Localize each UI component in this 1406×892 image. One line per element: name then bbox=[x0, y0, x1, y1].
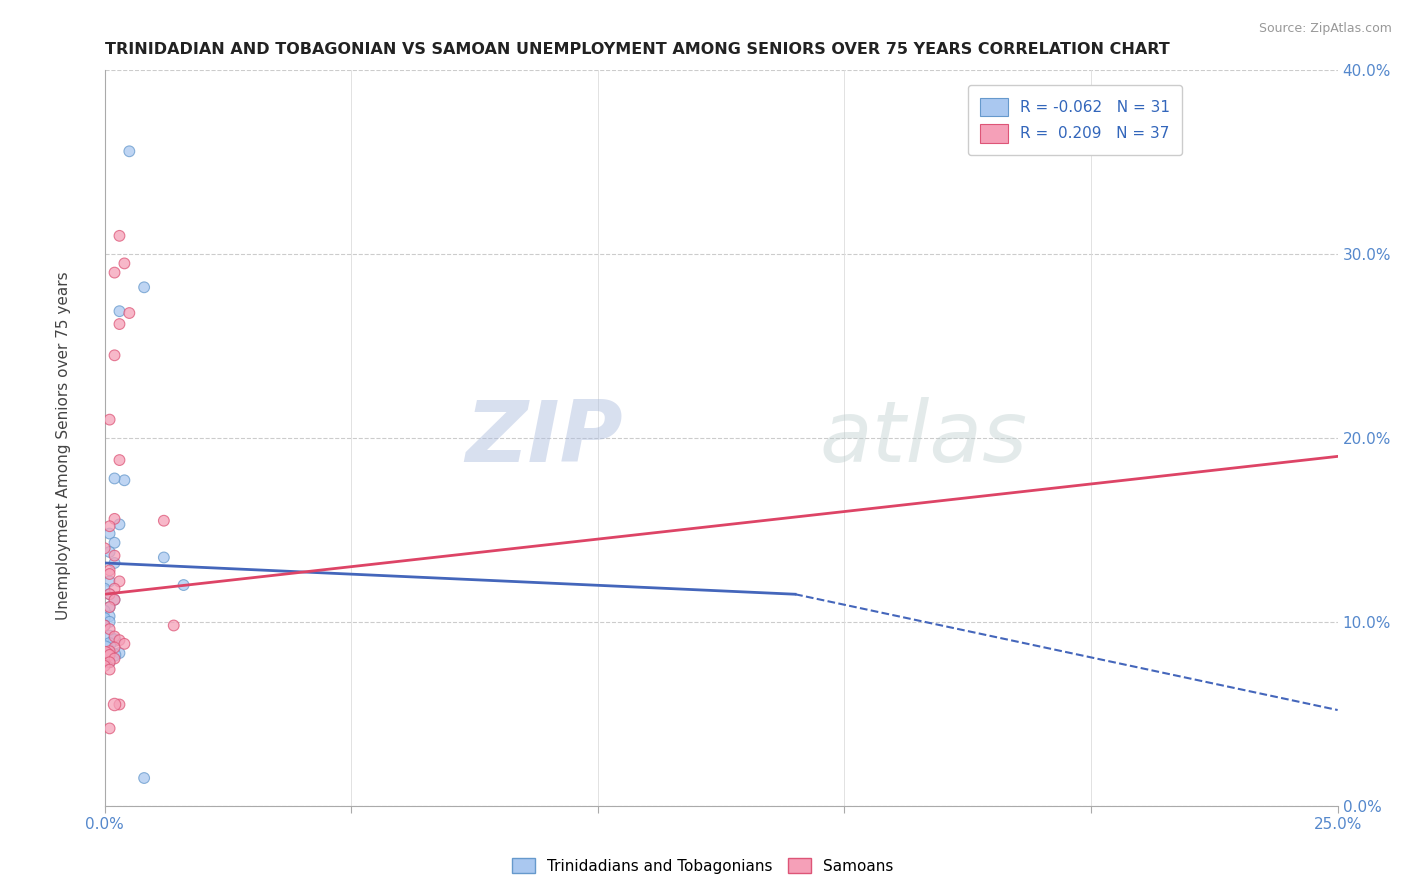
Point bbox=[93, 541, 115, 556]
Text: Source: ZipAtlas.com: Source: ZipAtlas.com bbox=[1258, 22, 1392, 36]
Point bbox=[98, 630, 121, 644]
Point bbox=[93, 618, 115, 632]
Point bbox=[98, 567, 121, 582]
Point bbox=[98, 545, 121, 559]
Point bbox=[173, 578, 195, 592]
Point bbox=[103, 535, 125, 549]
Point bbox=[103, 651, 125, 665]
Point bbox=[98, 574, 121, 589]
Point bbox=[98, 412, 121, 426]
Point bbox=[98, 587, 121, 601]
Text: TRINIDADIAN AND TOBAGONIAN VS SAMOAN UNEMPLOYMENT AMONG SENIORS OVER 75 YEARS CO: TRINIDADIAN AND TOBAGONIAN VS SAMOAN UNE… bbox=[104, 42, 1170, 57]
Point bbox=[112, 637, 135, 651]
Text: atlas: atlas bbox=[820, 397, 1028, 480]
Point bbox=[112, 256, 135, 270]
Point bbox=[98, 600, 121, 615]
Point bbox=[108, 646, 131, 660]
Point bbox=[98, 648, 121, 662]
Point bbox=[93, 659, 115, 673]
Point bbox=[98, 637, 121, 651]
Point bbox=[98, 615, 121, 629]
Point bbox=[118, 306, 141, 320]
Point bbox=[98, 622, 121, 636]
Point bbox=[93, 642, 115, 657]
Point bbox=[98, 563, 121, 577]
Point bbox=[93, 611, 115, 625]
Point bbox=[153, 514, 176, 528]
Point bbox=[98, 722, 121, 736]
Point bbox=[103, 592, 125, 607]
Text: Unemployment Among Seniors over 75 years: Unemployment Among Seniors over 75 years bbox=[56, 272, 70, 620]
Point bbox=[103, 549, 125, 563]
Point bbox=[103, 348, 125, 362]
Point bbox=[108, 517, 131, 532]
Point bbox=[93, 604, 115, 618]
Point bbox=[98, 663, 121, 677]
Point bbox=[103, 640, 125, 655]
Point bbox=[98, 655, 121, 669]
Point bbox=[108, 574, 131, 589]
Point bbox=[103, 698, 125, 712]
Point bbox=[103, 592, 125, 607]
Point bbox=[108, 453, 131, 467]
Point bbox=[98, 644, 121, 658]
Point bbox=[103, 630, 125, 644]
Text: ZIP: ZIP bbox=[465, 397, 623, 480]
Point bbox=[98, 587, 121, 601]
Point bbox=[103, 512, 125, 526]
Point bbox=[98, 655, 121, 669]
Point bbox=[118, 145, 141, 159]
Point bbox=[134, 771, 156, 785]
Point bbox=[98, 526, 121, 541]
Point bbox=[103, 266, 125, 280]
Point bbox=[103, 556, 125, 570]
Point bbox=[103, 633, 125, 648]
Point bbox=[108, 317, 131, 331]
Point bbox=[93, 648, 115, 662]
Point bbox=[108, 698, 131, 712]
Point bbox=[103, 582, 125, 596]
Point bbox=[108, 633, 131, 648]
Point bbox=[103, 648, 125, 662]
Point bbox=[93, 618, 115, 632]
Point bbox=[98, 600, 121, 615]
Point bbox=[112, 473, 135, 487]
Point bbox=[98, 519, 121, 533]
Point bbox=[93, 648, 115, 662]
Point bbox=[103, 471, 125, 485]
Point bbox=[134, 280, 156, 294]
Legend: R = -0.062   N = 31, R =  0.209   N = 37: R = -0.062 N = 31, R = 0.209 N = 37 bbox=[967, 86, 1182, 155]
Point bbox=[108, 228, 131, 243]
Point bbox=[108, 304, 131, 318]
Point bbox=[93, 582, 115, 596]
Legend: Trinidadians and Tobagonians, Samoans: Trinidadians and Tobagonians, Samoans bbox=[506, 852, 900, 880]
Point bbox=[153, 550, 176, 565]
Point bbox=[163, 618, 186, 632]
Point bbox=[98, 609, 121, 624]
